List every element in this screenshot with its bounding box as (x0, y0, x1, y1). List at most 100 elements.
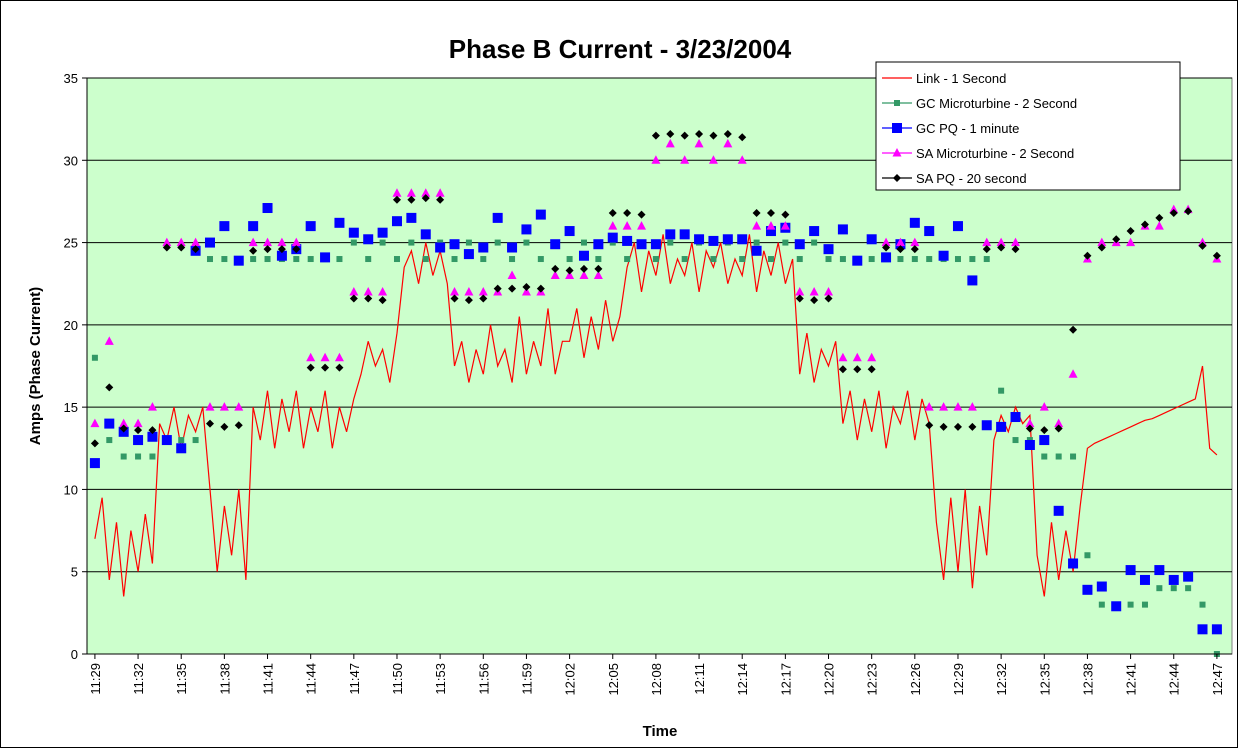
marker (1184, 207, 1193, 216)
marker (1198, 241, 1207, 250)
marker (234, 421, 243, 430)
marker (149, 453, 156, 460)
marker (291, 237, 301, 247)
marker (622, 235, 633, 246)
marker (1125, 565, 1136, 576)
x-tick-label: 12:23 (865, 663, 880, 696)
marker (969, 256, 976, 263)
marker (595, 256, 602, 263)
marker (307, 256, 314, 263)
x-tick-label: 11:59 (519, 663, 534, 695)
marker (824, 294, 833, 303)
marker (248, 237, 258, 247)
marker (147, 431, 158, 442)
marker (1012, 437, 1019, 444)
marker (135, 453, 142, 460)
x-tick-label: 12:11 (692, 663, 707, 695)
marker (782, 239, 789, 246)
legend-label: GC Microturbine - 2 Second (916, 96, 1077, 111)
marker (578, 250, 589, 261)
marker (866, 234, 877, 245)
marker (90, 439, 99, 448)
marker (262, 203, 273, 214)
marker (493, 284, 502, 293)
marker (1083, 251, 1092, 260)
marker (938, 250, 949, 261)
marker (250, 256, 257, 263)
marker (767, 256, 774, 263)
marker (204, 237, 215, 248)
marker (967, 402, 977, 411)
marker (926, 256, 933, 263)
marker (220, 422, 229, 431)
marker (580, 239, 587, 246)
marker (666, 129, 675, 138)
marker (219, 221, 230, 232)
marker (176, 237, 186, 247)
marker (738, 133, 747, 142)
series-line (94, 234, 1218, 597)
x-tick-label: 12:26 (908, 663, 923, 696)
marker (408, 239, 415, 246)
marker (867, 365, 876, 374)
marker (348, 227, 359, 238)
marker (837, 224, 848, 235)
marker (1053, 505, 1064, 516)
marker (1156, 585, 1163, 592)
marker (753, 239, 760, 246)
marker (407, 195, 416, 204)
marker (679, 229, 690, 240)
x-tick-label: 11:38 (217, 663, 232, 695)
marker (892, 123, 902, 133)
x-tick-label: 12:41 (1124, 663, 1139, 696)
x-tick-label: 11:41 (261, 663, 276, 695)
marker (364, 294, 373, 303)
x-tick-label: 12:32 (994, 663, 1009, 696)
marker (1054, 418, 1064, 428)
marker (1198, 237, 1208, 247)
marker (1126, 237, 1136, 247)
marker (765, 226, 776, 237)
marker (420, 229, 431, 240)
marker (665, 138, 675, 148)
marker (681, 256, 688, 263)
marker (509, 256, 516, 263)
legend-label: SA PQ - 20 second (916, 171, 1027, 186)
marker (1199, 601, 1206, 608)
marker (249, 246, 258, 255)
marker (148, 426, 157, 435)
marker (825, 256, 832, 263)
x-axis-label: Time (643, 723, 678, 740)
marker (206, 256, 213, 263)
marker (839, 256, 846, 263)
marker (637, 221, 647, 230)
marker (1169, 208, 1178, 217)
marker (694, 234, 705, 245)
marker (954, 256, 961, 263)
y-axis-label: Amps (Phase Current) (27, 287, 44, 445)
marker (838, 352, 848, 362)
x-tick-label: 12:38 (1080, 663, 1095, 696)
marker (435, 242, 446, 253)
marker (981, 420, 992, 431)
x-tick-label: 12:29 (951, 663, 966, 696)
marker (464, 296, 473, 305)
marker (708, 235, 719, 246)
marker (824, 286, 834, 296)
marker (1140, 220, 1149, 229)
marker (463, 249, 474, 260)
marker (1097, 243, 1106, 252)
marker (939, 422, 948, 431)
marker (694, 138, 704, 148)
marker (393, 256, 400, 263)
marker (221, 256, 228, 263)
marker (350, 239, 357, 246)
marker (637, 210, 646, 219)
marker (522, 283, 531, 292)
marker (1054, 424, 1063, 433)
marker (983, 256, 990, 263)
x-tick-label: 11:44 (304, 663, 319, 695)
marker (622, 221, 632, 230)
marker (752, 208, 761, 217)
marker (894, 100, 900, 106)
